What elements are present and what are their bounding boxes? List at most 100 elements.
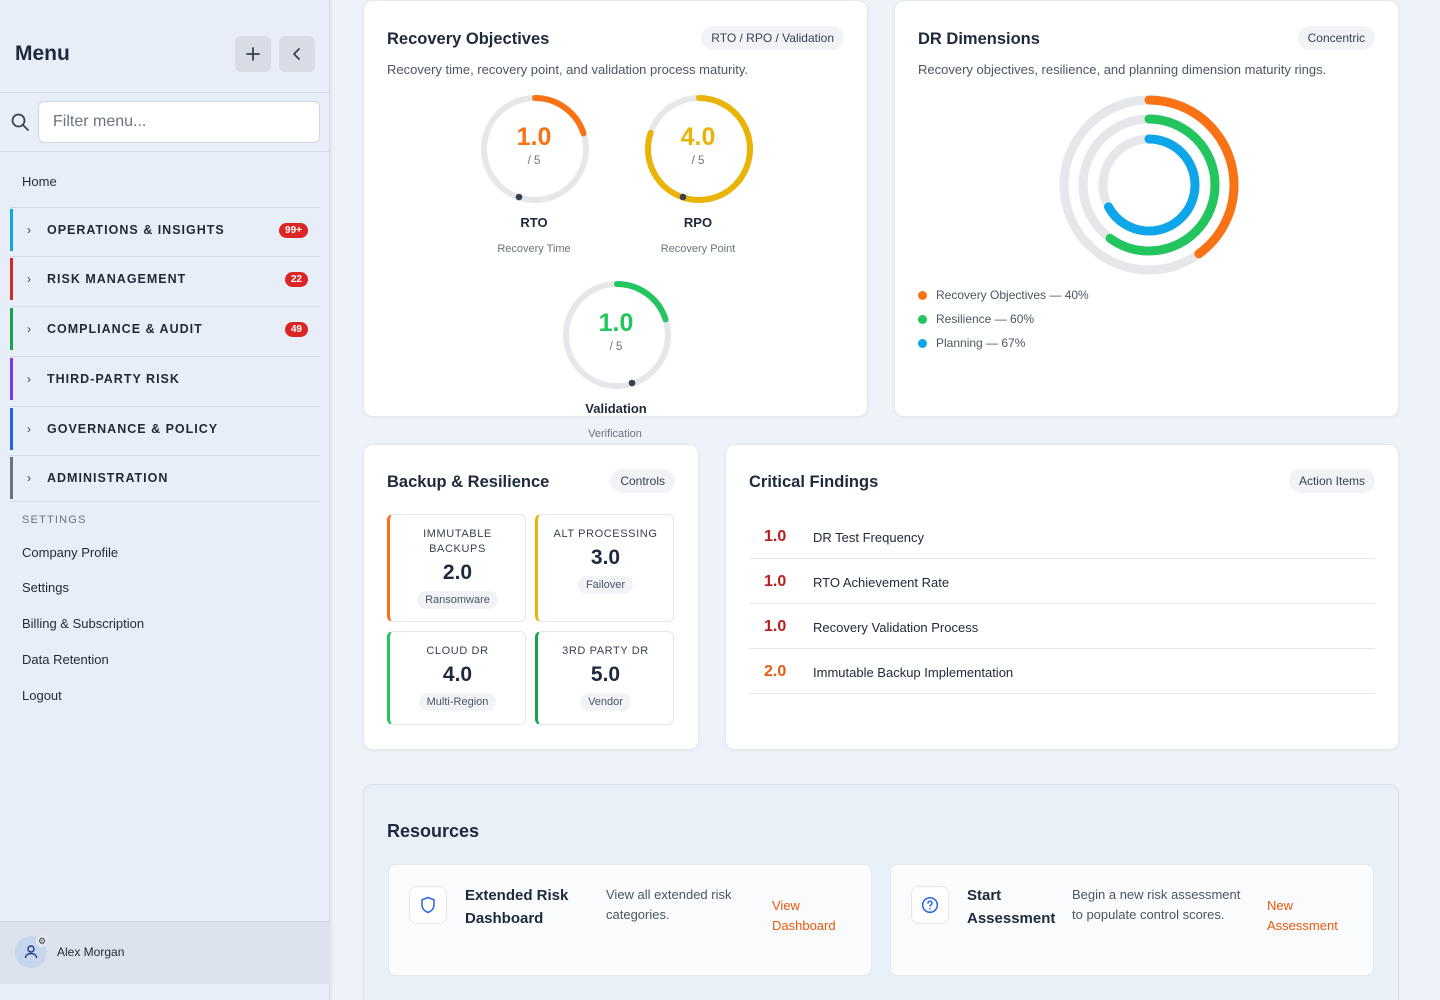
resource-description: Begin a new risk assessment to populate … (1072, 887, 1241, 922)
count-badge: 99+ (279, 223, 308, 238)
divider (10, 306, 320, 307)
finding-text: Recovery Validation Process (813, 620, 979, 635)
card-subtitle: Recovery time, recovery point, and valid… (387, 62, 749, 77)
count-badge: 49 (284, 322, 308, 337)
recovery-objectives-card: Recovery Objectives RTO / RPO / Validati… (363, 0, 868, 417)
nav-section-label: OPERATIONS & INSIGHTS (47, 223, 225, 237)
gauge-arc (481, 95, 589, 203)
user-icon (24, 945, 38, 959)
finding-text: RTO Achievement Rate (813, 575, 950, 590)
gauge-name: Validation (585, 401, 647, 416)
critical-findings-card: Critical Findings Action Items (725, 444, 1399, 750)
shield-icon (421, 896, 435, 914)
chevron-right-icon: › (27, 272, 31, 286)
nav-section-administration[interactable]: › ADMINISTRATION (10, 457, 320, 499)
finding-row[interactable]: 2.0 Immutable Backup Implementation (749, 649, 1375, 694)
sidebar-search (0, 93, 330, 152)
resource-card-start-assessment[interactable]: Start Assessment Begin a new risk assess… (890, 864, 1374, 976)
gauge-value: 1.0 (598, 309, 634, 337)
chevron-right-icon: › (27, 422, 31, 436)
view-dashboard-link[interactable]: View Dashboard (772, 898, 836, 933)
legend-label: Planning — 67% (936, 336, 1026, 350)
gauge-arc (563, 281, 671, 389)
control-alt-processing[interactable]: ALT PROCESSING 3.0 Failover (535, 514, 674, 622)
nav-section-compliance-audit[interactable]: › COMPLIANCE & AUDIT 49 (10, 308, 320, 350)
resource-card-extended-risk[interactable]: Extended Risk Dashboard View all extende… (388, 864, 872, 976)
control-value: 2.0 (442, 561, 473, 584)
search-icon (11, 113, 29, 131)
control-value: 4.0 (442, 663, 473, 686)
user-profile[interactable]: ⚙ Alex Morgan (0, 921, 330, 984)
nav-section-risk-management[interactable]: › RISK MANAGEMENT 22 (10, 258, 320, 300)
chevron-right-icon: › (27, 223, 31, 237)
nav-section-operations-insights[interactable]: › OPERATIONS & INSIGHTS 99+ (10, 209, 320, 251)
count-badge: 22 (284, 272, 308, 287)
dr-dimensions-card: DR Dimensions Concentric Recovery object… (894, 0, 1399, 417)
sidebar: Menu Home › OPERATIONS & INSIGHTS 99+ › … (0, 0, 330, 1000)
section-title: Resources (387, 821, 480, 841)
sidebar-item-settings[interactable]: Settings (22, 580, 69, 595)
gauge-arc (645, 95, 753, 203)
gauge-denominator: / 5 (609, 341, 623, 353)
gauge-ring (563, 281, 671, 389)
finding-row[interactable]: 1.0 Recovery Validation Process (749, 604, 1375, 649)
collapse-sidebar-button[interactable] (279, 36, 315, 72)
control-value: 5.0 (590, 663, 621, 686)
finding-row[interactable]: 1.0 DR Test Frequency (749, 514, 1375, 559)
add-button[interactable] (235, 36, 271, 72)
user-name: Alex Morgan (57, 945, 125, 959)
filter-menu-input[interactable] (38, 101, 320, 143)
legend-item: Resilience — 60% (918, 312, 1034, 326)
settings-header: SETTINGS (22, 514, 87, 526)
divider (10, 406, 320, 407)
gauge-value: 4.0 (680, 123, 716, 151)
card-title: Recovery Objectives (387, 30, 550, 48)
control-immutable-backups[interactable]: IMMUTABLE BACKUPS 2.0 Ransomware (387, 514, 526, 622)
menu-title: Menu (15, 42, 70, 65)
finding-text: Immutable Backup Implementation (813, 665, 1014, 680)
gear-icon[interactable]: ⚙ (36, 935, 48, 947)
nav-section-label: COMPLIANCE & AUDIT (47, 322, 203, 336)
divider (10, 356, 320, 357)
legend-item: Planning — 67% (918, 336, 1025, 350)
nav-section-governance-policy[interactable]: › GOVERNANCE & POLICY (10, 408, 320, 450)
chevron-left-icon (293, 48, 300, 60)
sidebar-item-company-profile[interactable]: Company Profile (22, 545, 119, 560)
nav-section-label: THIRD-PARTY RISK (47, 372, 180, 386)
sidebar-item-logout[interactable]: Logout (22, 688, 62, 703)
legend-dot (918, 314, 927, 324)
gauge-caption: Recovery Point (660, 243, 736, 255)
gauge-rpo: 4.0 / 5 (643, 93, 763, 205)
new-assessment-link[interactable]: New Assessment (1267, 898, 1338, 933)
sidebar-item-billing[interactable]: Billing & Subscription (22, 616, 145, 631)
control-tag: Ransomware (417, 591, 498, 609)
control-value: 3.0 (590, 546, 621, 569)
divider (10, 501, 320, 502)
finding-text: DR Test Frequency (813, 530, 925, 545)
card-title: DR Dimensions (918, 30, 1040, 48)
plus-icon (246, 47, 260, 61)
chevron-right-icon: › (27, 322, 31, 336)
gauge-marker (679, 193, 687, 201)
finding-score: 2.0 (764, 663, 787, 680)
finding-score: 1.0 (764, 573, 787, 590)
gauge-marker (628, 379, 636, 387)
finding-row[interactable]: 1.0 RTO Achievement Rate (749, 559, 1375, 604)
card-subtitle: Recovery objectives, resilience, and pla… (918, 62, 1327, 77)
control-3rd-party-dr[interactable]: 3RD PARTY DR 5.0 Vendor (535, 631, 674, 725)
sidebar-item-home[interactable]: Home (22, 174, 57, 189)
control-cloud-dr[interactable]: CLOUD DR 4.0 Multi-Region (387, 631, 526, 725)
control-tag: Vendor (580, 693, 631, 711)
sidebar-item-data-retention[interactable]: Data Retention (22, 652, 109, 667)
finding-score: 1.0 (764, 528, 787, 545)
control-tag: Failover (577, 576, 634, 594)
gauge-denominator: / 5 (527, 155, 541, 167)
control-label: ALT PROCESSING (553, 528, 658, 540)
card-pill: Controls (610, 469, 675, 493)
gauge-rto: 1.0 / 5 (479, 93, 599, 205)
nav-section-third-party-risk[interactable]: › THIRD-PARTY RISK (10, 358, 320, 400)
ring-resilience (1078, 114, 1220, 256)
legend-label: Resilience — 60% (936, 312, 1035, 326)
card-pill: Concentric (1297, 26, 1375, 50)
question-circle-icon (921, 896, 939, 914)
